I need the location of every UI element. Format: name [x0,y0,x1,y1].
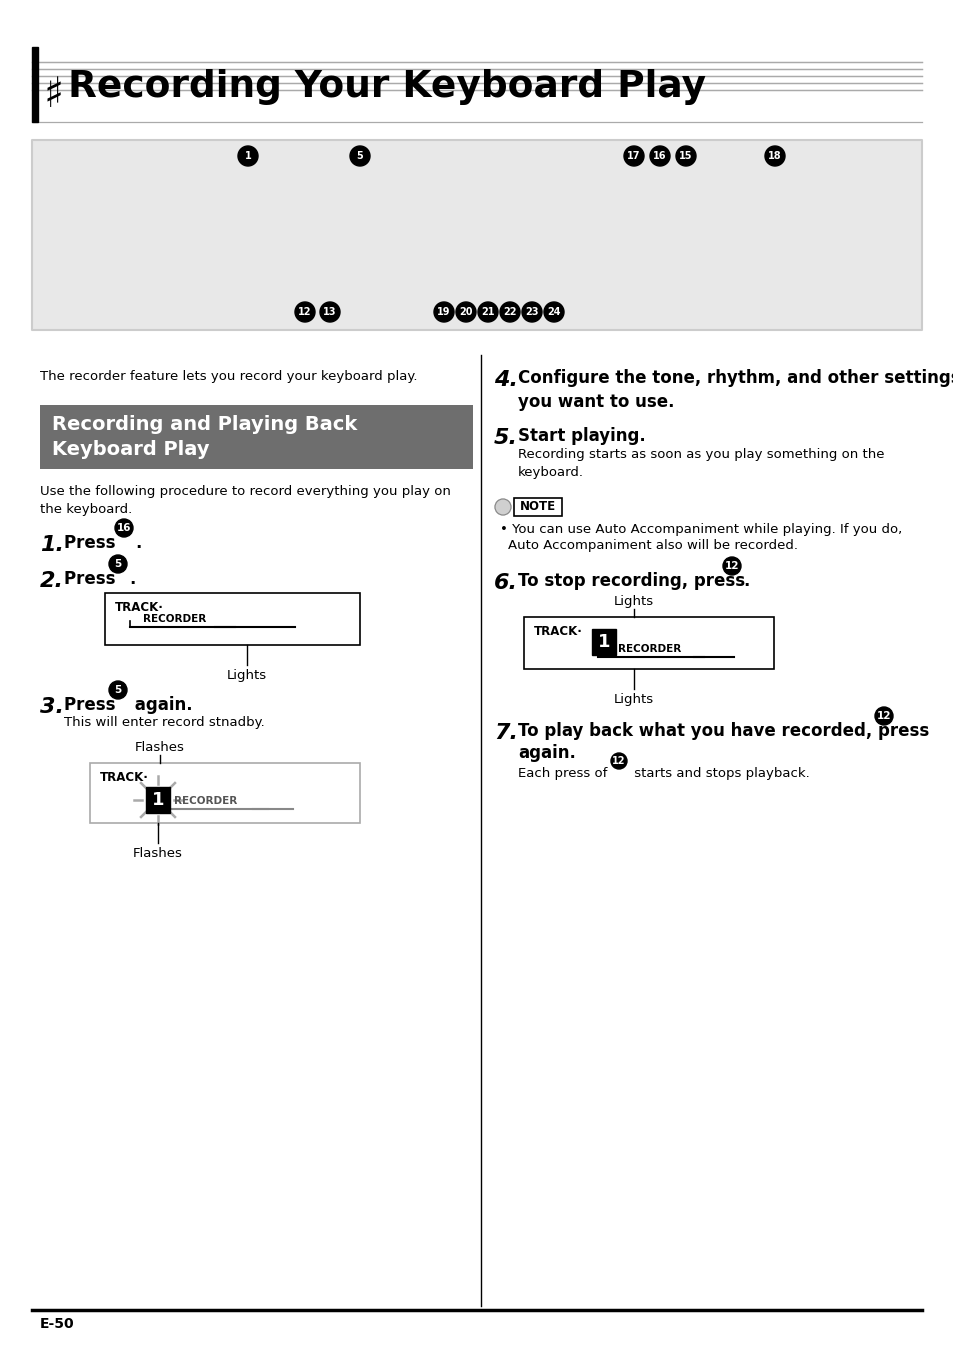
Text: ♯: ♯ [44,74,64,116]
Circle shape [434,302,454,322]
Circle shape [722,557,740,576]
Text: 15: 15 [679,151,692,160]
Text: 2.: 2. [40,572,64,590]
Circle shape [109,555,127,573]
Circle shape [543,302,563,322]
Text: RECORDER: RECORDER [174,797,237,806]
Text: 5: 5 [114,559,121,569]
Text: .: . [129,570,135,588]
Text: 16: 16 [653,151,666,160]
Bar [514,497,561,516]
Text: Recording starts as soon as you play something on the
keyboard.: Recording starts as soon as you play som… [517,448,883,479]
Text: TRACK·: TRACK· [100,771,149,785]
Text: E-50: E-50 [40,1317,74,1330]
Bar [32,140,921,330]
Text: Press: Press [64,696,121,714]
Text: 3.: 3. [40,697,64,717]
Circle shape [237,146,257,166]
Text: 18: 18 [767,151,781,160]
Text: 12: 12 [298,307,312,317]
Text: 24: 24 [547,307,560,317]
Text: NOTE: NOTE [519,500,556,514]
Bar [40,404,473,469]
Text: 7.: 7. [494,723,517,743]
Text: Recording Your Keyboard Play: Recording Your Keyboard Play [68,69,705,105]
Text: 5: 5 [356,151,363,160]
Text: Lights: Lights [614,594,654,608]
Text: 20: 20 [458,307,473,317]
Text: 13: 13 [323,307,336,317]
Circle shape [610,754,626,768]
Circle shape [350,146,370,166]
Circle shape [623,146,643,166]
Circle shape [521,302,541,322]
Circle shape [109,681,127,700]
Text: To stop recording, press: To stop recording, press [517,572,750,590]
Text: 12: 12 [612,756,625,766]
Text: again.: again. [517,744,576,762]
Text: starts and stops playback.: starts and stops playback. [629,767,809,780]
Text: Recording and Playing Back
Keyboard Play: Recording and Playing Back Keyboard Play [52,415,356,460]
Circle shape [294,302,314,322]
Bar [32,47,38,123]
Text: 16: 16 [116,523,132,532]
Bar [105,593,359,644]
Text: Press: Press [64,570,121,588]
Text: .: . [135,534,141,551]
Circle shape [495,499,511,515]
Bar [90,763,359,824]
Text: 23: 23 [525,307,538,317]
Text: • You can use Auto Accompaniment while playing. If you do,: • You can use Auto Accompaniment while p… [499,523,902,537]
Bar [592,630,616,655]
Text: 1: 1 [598,634,610,651]
Text: Use the following procedure to record everything you play on
the keyboard.: Use the following procedure to record ev… [40,485,451,516]
Text: The recorder feature lets you record your keyboard play.: The recorder feature lets you record you… [40,369,417,383]
Text: TRACK·: TRACK· [534,625,582,638]
Text: Auto Accompaniment also will be recorded.: Auto Accompaniment also will be recorded… [507,539,797,551]
Circle shape [874,706,892,725]
Text: 1: 1 [152,791,164,809]
Text: .: . [742,572,749,590]
Text: 5.: 5. [494,429,517,448]
Text: 4.: 4. [494,369,517,390]
Circle shape [649,146,669,166]
Text: 5: 5 [114,685,121,696]
Circle shape [319,302,339,322]
Text: 12: 12 [876,710,890,721]
Text: Lights: Lights [614,693,654,706]
Text: Configure the tone, rhythm, and other settings
you want to use.: Configure the tone, rhythm, and other se… [517,369,953,411]
Text: 17: 17 [626,151,640,160]
Bar [523,617,773,669]
Circle shape [115,519,132,537]
Text: TRACK·: TRACK· [115,601,164,613]
Text: Start playing.: Start playing. [517,427,645,445]
Circle shape [676,146,696,166]
Text: Press: Press [64,534,121,551]
Text: 1.: 1. [40,535,64,555]
Text: 6.: 6. [494,573,517,593]
Text: 21: 21 [480,307,495,317]
Text: 12: 12 [724,561,739,572]
Text: Flashes: Flashes [132,847,183,860]
Text: Lights: Lights [227,669,267,682]
Text: 22: 22 [503,307,517,317]
Text: RECORDER: RECORDER [618,644,680,654]
Text: To play back what you have recorded, press: To play back what you have recorded, pre… [517,723,934,740]
Text: 1: 1 [244,151,251,160]
Text: Flashes: Flashes [135,741,185,754]
Circle shape [477,302,497,322]
Circle shape [499,302,519,322]
Text: This will enter record stnadby.: This will enter record stnadby. [64,716,265,729]
Bar [146,787,170,813]
Circle shape [456,302,476,322]
Text: 19: 19 [436,307,450,317]
Text: RECORDER: RECORDER [143,613,207,624]
Text: Each press of: Each press of [517,767,611,780]
Text: again.: again. [129,696,193,714]
Circle shape [764,146,784,166]
